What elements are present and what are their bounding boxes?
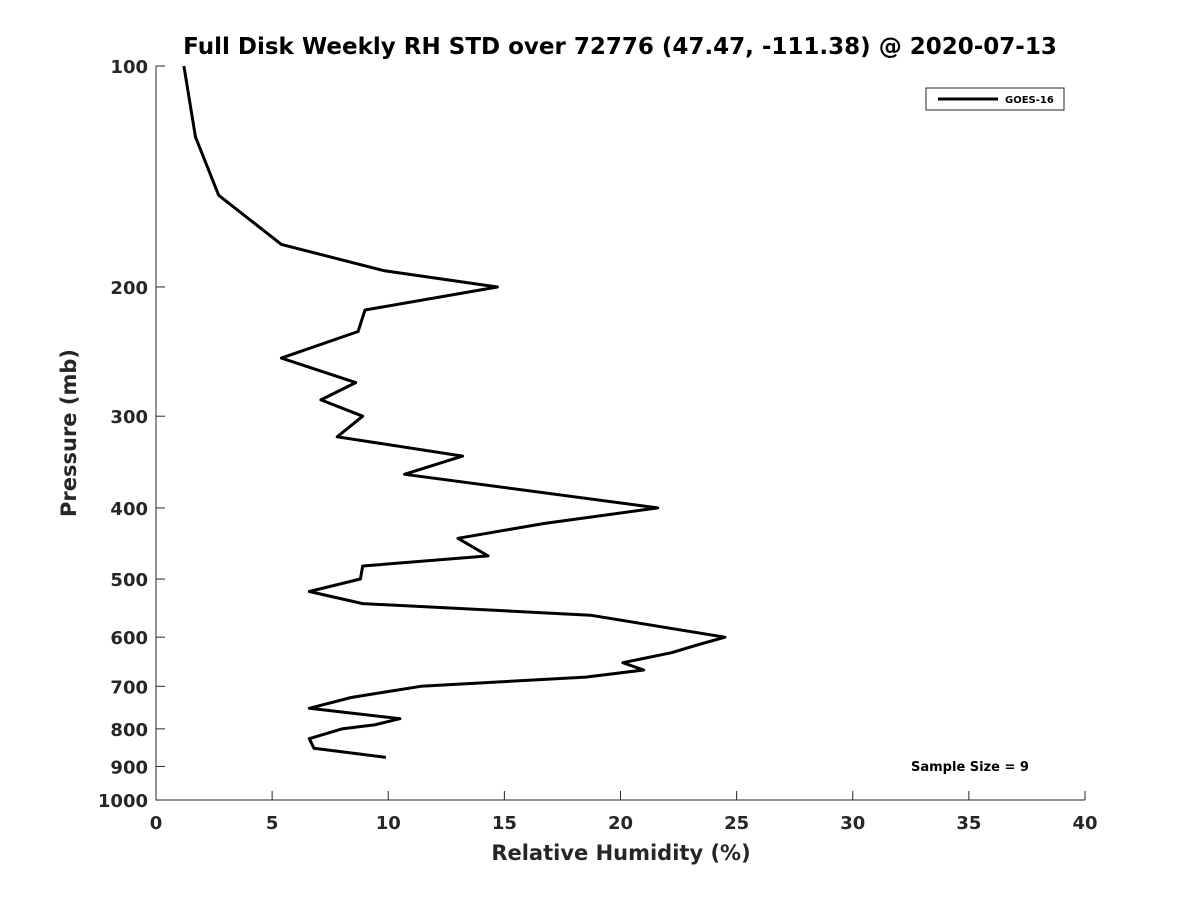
series-line-goes-16 [182,65,727,759]
x-tick-label: 25 [724,813,749,834]
x-tick-label: 35 [956,813,981,834]
y-axis-label: Pressure (mb) [57,349,81,517]
y-tick-label: 100 [110,57,148,78]
x-axis-ticks: 0 5 10 15 20 25 30 35 40 [150,791,1098,834]
y-tick-label: 1000 [98,791,148,812]
x-tick-label: 20 [608,813,633,834]
x-tick-label: 10 [376,813,401,834]
y-tick-label: 700 [110,677,148,698]
y-tick-label: 200 [110,278,148,299]
x-axis-label: Relative Humidity (%) [491,841,750,865]
x-tick-label: 0 [150,813,163,834]
y-tick-label: 400 [110,499,148,520]
y-tick-label: 900 [110,757,148,778]
y-tick-label: 500 [110,570,148,591]
legend: GOES-16 [925,87,1065,111]
x-tick-label: 15 [492,813,517,834]
x-tick-label: 30 [840,813,865,834]
y-tick-label: 800 [110,720,148,741]
plot-area: 0 5 10 15 20 25 30 35 40 100 200 300 400 500 600 700 80… [98,57,1098,834]
chart-title: Full Disk Weekly RH STD over 72776 (47.4… [183,34,1057,60]
y-axis-ticks: 100 200 300 400 500 600 700 800 900 1000 [98,57,165,812]
y-tick-label: 300 [110,407,148,428]
legend-entry-goes-16: GOES-16 [1005,95,1054,106]
x-tick-label: 40 [1072,813,1097,834]
x-tick-label: 5 [266,813,279,834]
sample-size-annotation: Sample Size = 9 [911,760,1029,775]
y-tick-label: 600 [110,628,148,649]
